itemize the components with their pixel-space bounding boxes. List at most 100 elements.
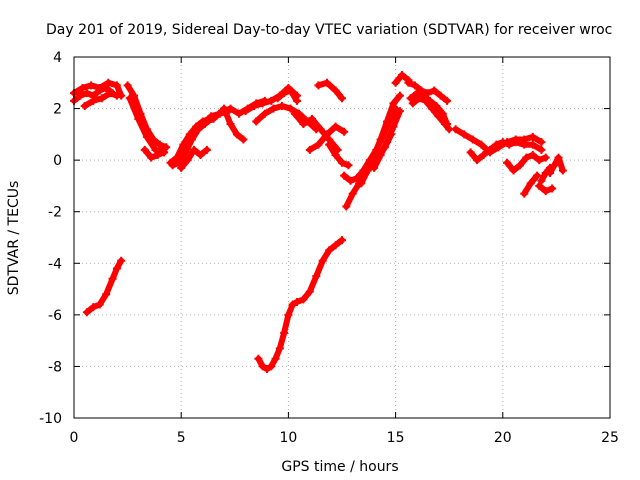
data-point <box>398 71 407 80</box>
y-tick-label: 2 <box>53 102 62 118</box>
data-point <box>102 290 111 299</box>
data-point <box>376 135 385 144</box>
data-point <box>95 83 104 92</box>
series-line <box>326 141 352 169</box>
data-point <box>275 344 284 353</box>
data-point <box>314 81 323 90</box>
data-point <box>406 94 415 103</box>
data-point <box>338 94 346 103</box>
data-point <box>503 158 512 167</box>
data-point <box>466 148 475 157</box>
data-point <box>558 166 567 175</box>
series-arc-27 <box>408 94 454 134</box>
series-arc-19 <box>314 78 346 103</box>
series-arc-09 <box>177 145 211 172</box>
data-point <box>535 181 544 190</box>
series-arc-12 <box>220 104 248 144</box>
data-point <box>325 140 334 149</box>
y-tick-label: 4 <box>53 50 62 66</box>
data-point <box>112 81 121 90</box>
data-point <box>76 91 85 100</box>
data-point <box>528 150 537 159</box>
data-point <box>89 303 98 312</box>
data-point <box>232 130 241 139</box>
data-point <box>250 101 259 110</box>
data-series <box>70 71 567 374</box>
data-point <box>106 89 115 98</box>
data-point <box>541 187 550 196</box>
data-point <box>269 104 278 113</box>
data-point <box>535 156 544 165</box>
data-point <box>395 91 404 100</box>
data-point <box>260 109 269 118</box>
chart-title: Day 201 of 2019, Sidereal Day-to-day VTE… <box>46 22 612 38</box>
data-point <box>198 120 207 129</box>
x-tick-label: 20 <box>494 430 512 446</box>
data-point <box>254 354 263 363</box>
series-arc-03 <box>80 89 121 110</box>
data-point <box>492 140 501 149</box>
data-point <box>436 91 445 100</box>
data-point <box>267 96 276 105</box>
data-point <box>331 241 340 250</box>
data-point <box>318 256 327 265</box>
data-point <box>383 138 392 147</box>
data-point <box>479 150 488 159</box>
series-arc-06 <box>140 145 169 162</box>
data-point <box>181 148 190 157</box>
data-point <box>271 354 280 363</box>
data-point <box>528 140 537 149</box>
data-point <box>286 104 295 113</box>
data-point <box>187 135 196 144</box>
data-point <box>290 109 299 118</box>
y-tick-label: -10 <box>39 411 62 427</box>
data-point <box>78 83 87 92</box>
data-point <box>434 112 443 121</box>
data-point <box>80 101 89 110</box>
data-point <box>498 138 507 147</box>
data-point <box>153 150 162 159</box>
data-point <box>177 163 186 172</box>
data-point <box>554 153 563 162</box>
series-arc-34 <box>545 153 567 178</box>
series-line <box>221 105 247 143</box>
data-point <box>252 117 261 126</box>
data-point <box>477 140 486 149</box>
data-point <box>286 86 295 95</box>
data-point <box>104 78 113 87</box>
data-point <box>117 256 126 265</box>
x-axis-title: GPS time / hours <box>281 459 398 475</box>
x-tick-label: 5 <box>177 430 186 446</box>
data-point <box>389 99 398 108</box>
data-point <box>522 153 531 162</box>
series-arc-16 <box>290 109 342 154</box>
data-point <box>151 145 160 154</box>
data-point <box>112 91 121 100</box>
data-point <box>376 150 385 159</box>
data-point <box>316 125 325 134</box>
data-point <box>545 169 554 178</box>
data-point <box>395 107 404 116</box>
data-point <box>322 78 331 87</box>
data-point <box>443 96 452 105</box>
data-point <box>537 176 546 185</box>
data-point <box>415 94 424 103</box>
data-point <box>421 96 430 105</box>
x-tick-label: 15 <box>387 430 405 446</box>
y-axis-title: SDTVAR / TECUs <box>6 181 22 296</box>
x-tick-label: 10 <box>279 430 297 446</box>
data-point <box>239 135 248 144</box>
data-point <box>312 272 321 281</box>
data-point <box>280 328 289 337</box>
data-point <box>190 145 199 154</box>
data-point <box>331 122 340 131</box>
series-arc-18 <box>325 140 353 170</box>
data-point <box>112 264 121 273</box>
axis-ticks: 0 5 10 15 20 25 -10 -8 -6 -4 -2 0 2 4 <box>39 50 619 446</box>
data-point <box>348 189 357 198</box>
series-arc-02 <box>70 78 126 100</box>
series-arc-23 <box>370 107 404 172</box>
data-point <box>520 140 529 149</box>
data-point <box>299 120 308 129</box>
